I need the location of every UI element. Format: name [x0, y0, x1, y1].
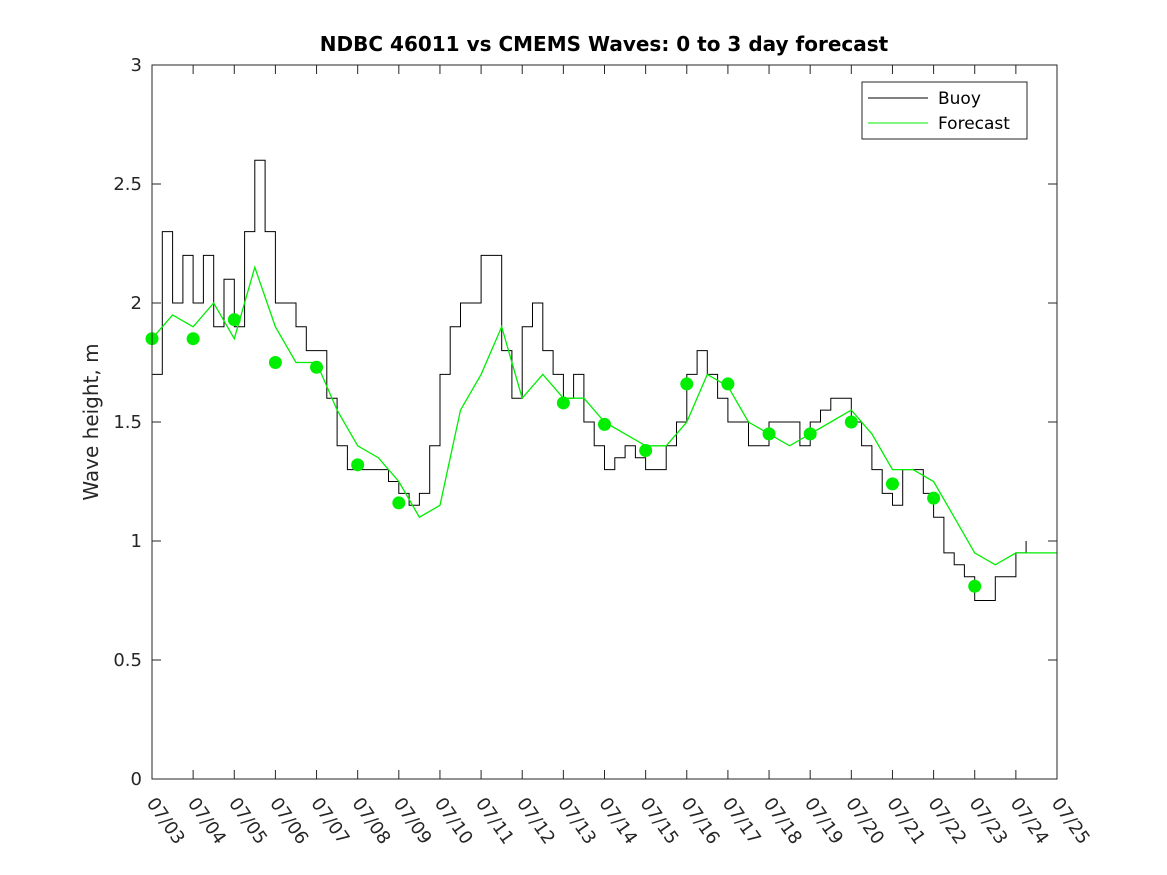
x-tick-label: 07/09 [389, 794, 436, 849]
legend-buoy-label: Buoy [938, 89, 981, 109]
forecast-start-marker [351, 458, 365, 472]
x-tick-label: 07/20 [841, 794, 888, 849]
forecast-start-marker [639, 444, 653, 458]
x-tick-label: 07/23 [965, 794, 1012, 849]
forecast-start-marker [310, 360, 324, 374]
x-tick-label: 07/25 [1047, 794, 1094, 849]
legend-box [861, 81, 1028, 140]
buoy-series [152, 159, 1027, 601]
x-tick-label: 07/24 [1006, 794, 1053, 849]
forecast-start-marker [680, 377, 694, 391]
forecast-start-marker [721, 377, 735, 391]
chart-title: NDBC 46011 vs CMEMS Waves: 0 to 3 day fo… [320, 32, 889, 56]
legend-forecast-label: Forecast [938, 114, 1010, 134]
x-tick-label: 07/03 [142, 794, 189, 849]
y-tick-label: 0 [131, 769, 142, 790]
x-tick-label: 07/07 [306, 794, 353, 849]
forecast-start-marker [186, 332, 200, 346]
x-tick-label: 07/21 [882, 794, 929, 849]
y-tick-label: 0.5 [113, 650, 142, 671]
x-tick-label: 07/08 [348, 794, 395, 849]
x-tick-label: 07/15 [636, 794, 683, 849]
x-tick-label: 07/12 [512, 794, 559, 849]
x-tick-label: 07/18 [759, 794, 806, 849]
x-tick-label: 07/16 [677, 794, 724, 849]
x-tick-label: 07/06 [265, 794, 312, 849]
x-tick-label: 07/13 [553, 794, 600, 849]
forecast-start-marker [268, 356, 282, 369]
forecast-start-marker [392, 496, 406, 510]
x-tick-label: 07/04 [183, 794, 230, 849]
forecast-start-marker [762, 427, 776, 441]
x-tick-label: 07/14 [594, 794, 641, 849]
forecast-start-marker [844, 415, 858, 429]
y-axis-label: Wave height, m [79, 343, 103, 500]
y-tick-label: 1.5 [113, 412, 142, 433]
y-tick-label: 1 [131, 531, 142, 552]
y-tick-label: 3 [131, 55, 142, 76]
x-tick-label: 07/17 [718, 794, 765, 849]
forecast-start-marker [927, 491, 941, 505]
forecast-start-marker [885, 477, 899, 491]
legend: Buoy Forecast [861, 81, 1028, 140]
x-tick-label: 07/22 [923, 794, 970, 849]
buoy-line [152, 159, 1027, 601]
x-tick-label: 07/05 [224, 794, 271, 849]
y-tick-label: 2 [131, 293, 142, 314]
x-tick-label: 07/10 [430, 794, 477, 849]
forecast-start-marker [803, 427, 817, 441]
forecast-start-marker [556, 396, 570, 410]
forecast-start-marker [598, 417, 611, 431]
forecast-start-marker [968, 579, 982, 593]
forecast-start-marker [227, 313, 241, 327]
x-tick-label: 07/19 [800, 794, 847, 849]
y-axis: 0 0.5 1 1.5 2 2.5 3 [113, 55, 1057, 790]
y-tick-label: 2.5 [113, 174, 142, 195]
x-tick-label: 07/11 [471, 794, 518, 849]
